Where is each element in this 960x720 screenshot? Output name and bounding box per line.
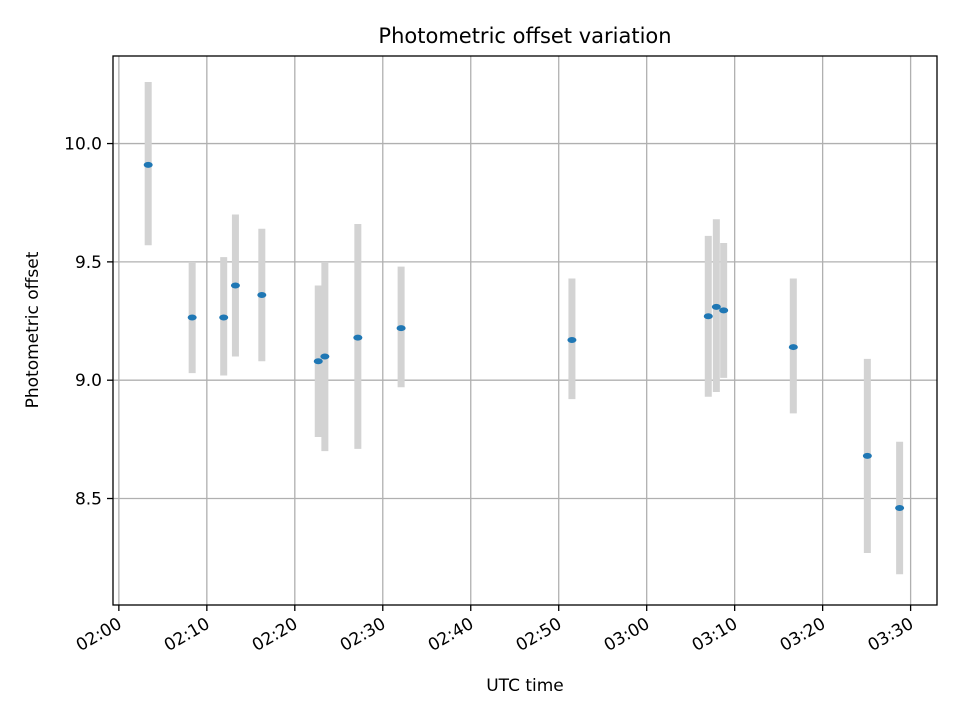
data-point (895, 504, 905, 511)
y-axis-ticks: 8.5 9.0 9.5 10.0 (64, 135, 113, 510)
data-point (788, 344, 798, 351)
y-axis-label: Photometric offset (23, 251, 43, 408)
data-point (320, 353, 330, 360)
y-tick-label: 9.5 (75, 253, 102, 273)
data-point (396, 325, 406, 332)
x-axis-label: UTC time (486, 676, 564, 696)
data-point (257, 292, 267, 299)
data-point (353, 334, 363, 341)
data-point (219, 314, 229, 321)
data-point (230, 282, 240, 289)
data-point (567, 336, 577, 343)
y-tick-label: 9.0 (75, 371, 102, 391)
data-point (703, 313, 713, 320)
data-point (862, 452, 872, 459)
plot-frame (112, 55, 938, 606)
data-point (143, 161, 153, 168)
grid (113, 56, 937, 605)
data-point (719, 307, 729, 314)
data-point (187, 314, 197, 321)
data-points (143, 161, 905, 511)
data-point (313, 358, 323, 365)
y-tick-label: 8.5 (75, 490, 102, 510)
data-point (711, 303, 721, 310)
chart-title: Photometric offset variation (378, 24, 671, 48)
y-tick-label: 10.0 (64, 135, 102, 155)
